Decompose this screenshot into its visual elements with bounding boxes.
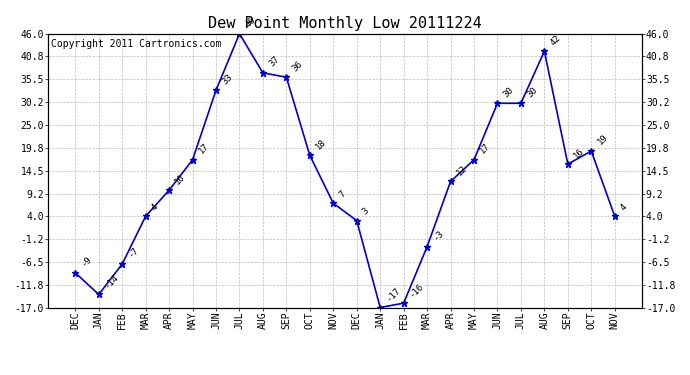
Text: -16: -16 [408, 281, 426, 299]
Text: 46: 46 [244, 16, 257, 30]
Text: 16: 16 [572, 146, 586, 160]
Text: 37: 37 [267, 55, 281, 69]
Text: 17: 17 [197, 142, 210, 156]
Text: 33: 33 [220, 72, 234, 86]
Text: -7: -7 [126, 246, 140, 260]
Text: 12: 12 [455, 164, 469, 177]
Text: 3: 3 [361, 206, 371, 216]
Text: 10: 10 [173, 172, 187, 186]
Title: Dew Point Monthly Low 20111224: Dew Point Monthly Low 20111224 [208, 16, 482, 31]
Text: 30: 30 [525, 85, 539, 99]
Text: 36: 36 [290, 59, 304, 73]
Text: 4: 4 [619, 202, 629, 212]
Text: 7: 7 [337, 189, 348, 199]
Text: 18: 18 [314, 137, 328, 151]
Text: 4: 4 [150, 202, 160, 212]
Text: 30: 30 [502, 85, 515, 99]
Text: 42: 42 [549, 33, 562, 47]
Text: -14: -14 [103, 273, 121, 290]
Text: -9: -9 [79, 255, 93, 268]
Text: 17: 17 [478, 142, 492, 156]
Text: -17: -17 [384, 286, 402, 303]
Text: Copyright 2011 Cartronics.com: Copyright 2011 Cartronics.com [51, 39, 221, 49]
Text: 19: 19 [595, 133, 609, 147]
Text: -3: -3 [431, 228, 445, 243]
